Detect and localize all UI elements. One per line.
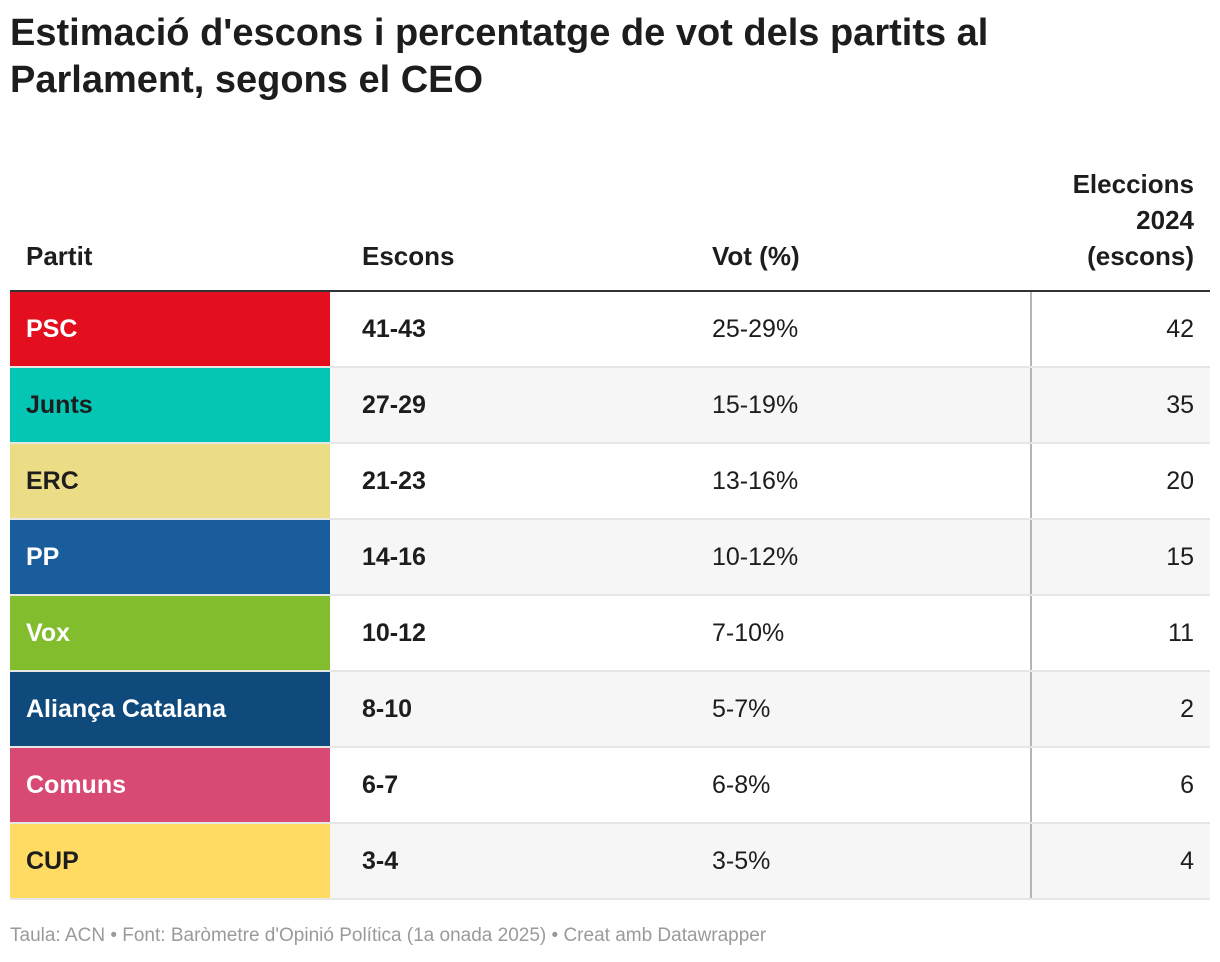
elections-2024-cell: 2 [1030, 672, 1210, 746]
vote-cell: 15-19% [712, 390, 799, 419]
seats-cell: 27-29 [362, 390, 426, 419]
elections-2024-cell: 15 [1030, 520, 1210, 594]
results-table: Partit Escons Vot (%) Eleccions 2024 (es… [10, 160, 1210, 900]
vote-cell: 7-10% [712, 618, 785, 647]
vote-cell: 3-5% [712, 846, 771, 875]
vote-cell: 6-8% [712, 770, 771, 799]
elections-2024-cell: 6 [1030, 748, 1210, 822]
elections-2024-cell: 20 [1030, 444, 1210, 518]
footer-credits: Taula: ACN • Font: Baròmetre d'Opinió Po… [10, 925, 767, 946]
column-header-eleccions-line2: 2024 [1136, 205, 1194, 235]
column-header-escons[interactable]: Escons [362, 241, 455, 271]
party-cell: Junts [10, 368, 330, 442]
party-cell: CUP [10, 824, 330, 898]
seats-cell: 8-10 [362, 694, 413, 723]
elections-2024-cell: 4 [1030, 824, 1210, 898]
vote-cell: 25-29% [712, 314, 799, 343]
table-body: PSC 41-43 25-29% 42 Junts 27-29 15-19% 35 ERC 21-… [10, 292, 1210, 900]
elections-2024-cell: 11 [1030, 596, 1210, 670]
party-cell: Vox [10, 596, 330, 670]
seats-cell: 3-4 [362, 846, 399, 875]
table-row: Junts 27-29 15-19% 35 [10, 368, 1210, 444]
column-header-eleccions-2024[interactable]: Eleccions 2024 (escons) [934, 166, 1194, 274]
vote-cell: 13-16% [712, 466, 799, 495]
party-cell: PSC [10, 292, 330, 366]
vote-cell: 5-7% [712, 694, 771, 723]
seats-cell: 14-16 [362, 542, 426, 571]
party-cell: Comuns [10, 748, 330, 822]
table-row: Comuns 6-7 6-8% 6 [10, 748, 1210, 824]
vote-cell: 10-12% [712, 542, 799, 571]
column-header-partit[interactable]: Partit [26, 241, 93, 271]
table-row: Aliança Catalana 8-10 5-7% 2 [10, 672, 1210, 748]
seats-cell: 21-23 [362, 466, 426, 495]
party-cell: ERC [10, 444, 330, 518]
column-header-vot[interactable]: Vot (%) [712, 241, 800, 271]
seats-cell: 10-12 [362, 618, 426, 647]
table-row: CUP 3-4 3-5% 4 [10, 824, 1210, 900]
table-row: Vox 10-12 7-10% 11 [10, 596, 1210, 672]
column-header-eleccions-line3: (escons) [1087, 241, 1194, 271]
table-row: PSC 41-43 25-29% 42 [10, 292, 1210, 368]
seats-cell: 41-43 [362, 314, 426, 343]
table-header: Partit Escons Vot (%) Eleccions 2024 (es… [10, 160, 1210, 292]
seats-cell: 6-7 [362, 770, 399, 799]
table-row: PP 14-16 10-12% 15 [10, 520, 1210, 596]
party-cell: PP [10, 520, 330, 594]
column-header-eleccions-line1: Eleccions [1072, 169, 1194, 199]
table-row: ERC 21-23 13-16% 20 [10, 444, 1210, 520]
party-cell: Aliança Catalana [10, 672, 330, 746]
elections-2024-cell: 42 [1030, 292, 1210, 366]
elections-2024-cell: 35 [1030, 368, 1210, 442]
chart-title: Estimació d'escons i percentatge de vot … [10, 12, 989, 101]
